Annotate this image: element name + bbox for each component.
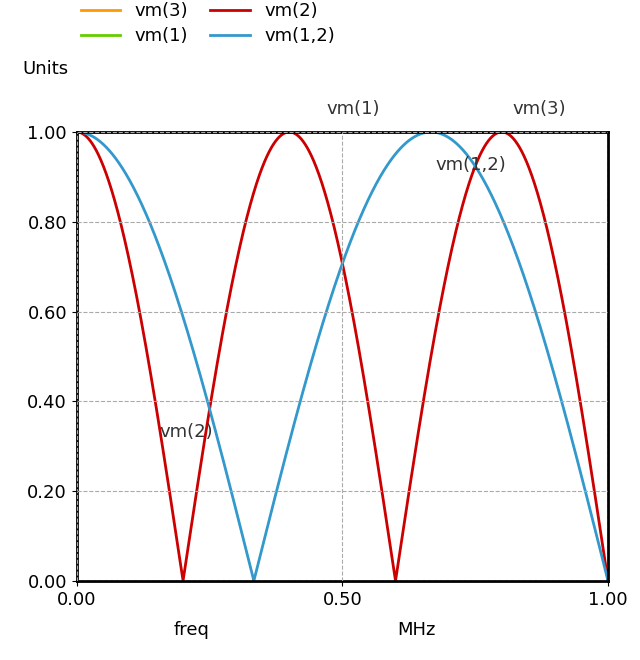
- Text: vm(2): vm(2): [159, 423, 212, 441]
- Text: freq: freq: [174, 621, 210, 640]
- Text: MHz: MHz: [397, 621, 435, 640]
- Text: vm(1): vm(1): [326, 100, 380, 118]
- Text: vm(3): vm(3): [513, 100, 566, 118]
- Text: vm(1,2): vm(1,2): [435, 156, 506, 174]
- Text: Units: Units: [22, 60, 68, 79]
- Legend: vm(3), vm(1), vm(2), vm(1,2): vm(3), vm(1), vm(2), vm(1,2): [81, 2, 335, 45]
